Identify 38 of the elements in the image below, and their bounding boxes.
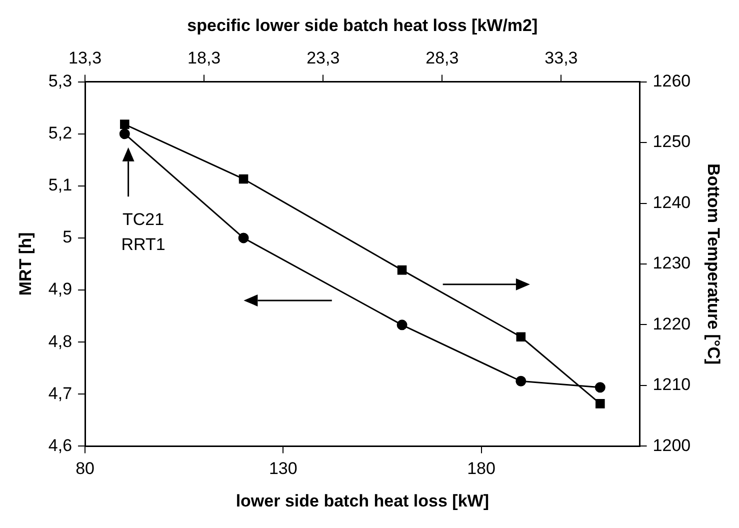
y2-axis-title: Bottom Temperature [°C]: [704, 163, 724, 365]
point: [516, 332, 526, 342]
y2-tick-label: 1200: [652, 436, 691, 455]
y-tick-label: 5,2: [48, 124, 72, 143]
y-tick-label: 5,3: [48, 71, 72, 90]
x-tick-label: 180: [467, 459, 496, 478]
point: [119, 128, 130, 140]
x-axis-title: lower side batch heat loss [kW]: [236, 491, 489, 510]
x-tick-label: 80: [76, 459, 94, 478]
x-tick-label: 130: [268, 459, 298, 478]
x2-tick-label: 33,3: [544, 48, 578, 68]
y2-tick-label: 1220: [652, 314, 691, 334]
y-tick-label: 4,7: [48, 384, 72, 403]
point: [596, 399, 605, 408]
point: [238, 174, 248, 184]
y2-tick-label: 1250: [652, 132, 691, 152]
x2-tick-label: 13,3: [68, 48, 102, 68]
annotation: TC21 RRT1: [121, 210, 166, 254]
y2-tick-label: 1230: [652, 254, 691, 273]
y-axis-title: MRT [h]: [16, 232, 35, 296]
point: [516, 376, 526, 386]
point: [120, 120, 130, 129]
y-tick-label: 4,6: [48, 436, 72, 455]
x2-tick-label: 23,3: [306, 48, 340, 68]
y2-tick-label: 1210: [652, 375, 691, 394]
y-tick-label: 5: [62, 228, 72, 247]
point: [396, 320, 408, 330]
y-tick-label: 4,9: [48, 280, 72, 299]
y-tick-label: 4,8: [48, 332, 72, 351]
point: [238, 232, 249, 244]
y2-tick-label: 1240: [652, 192, 691, 212]
point: [397, 265, 407, 275]
point: [594, 382, 606, 393]
x2-axis-title: specific lower side batch heat loss [kW/m2]: [187, 16, 538, 35]
y-tick-label: 5,1: [48, 176, 72, 195]
x2-tick-label: 18,3: [188, 48, 221, 68]
x2-tick-label: 28,3: [426, 48, 459, 68]
y2-tick-label: 1260: [652, 71, 691, 90]
